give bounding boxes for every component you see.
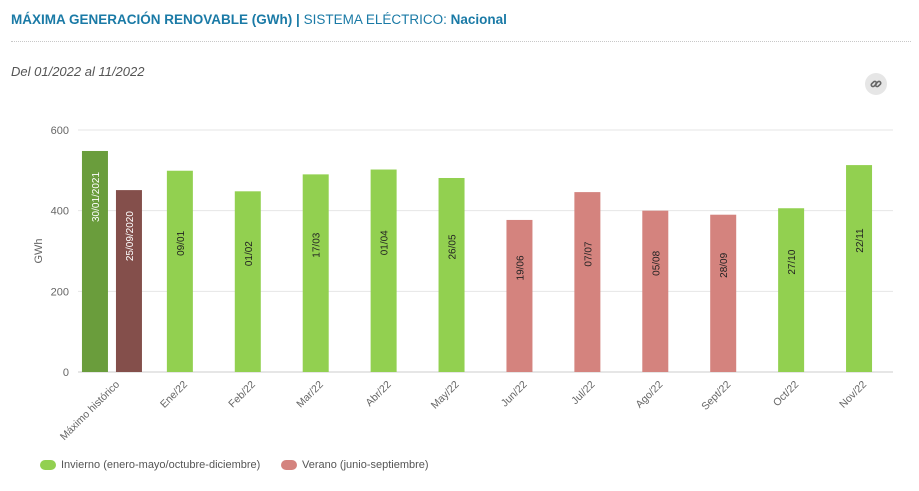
x-tick-label: Mar/22 bbox=[294, 379, 326, 411]
bar bbox=[302, 174, 329, 372]
bar bbox=[234, 191, 261, 372]
x-tick-label: Jun/22 bbox=[499, 379, 530, 410]
bar-date-label: 01/02 bbox=[244, 241, 255, 266]
bar bbox=[115, 190, 142, 372]
bar bbox=[506, 219, 533, 372]
bar-date-label: 30/01/2021 bbox=[91, 172, 102, 222]
period-text: Del 01/2022 al 11/2022 bbox=[11, 64, 145, 79]
bar-date-label: 26/05 bbox=[448, 234, 459, 259]
y-tick-label: 600 bbox=[51, 125, 69, 137]
bar-date-label: 28/09 bbox=[719, 252, 730, 277]
title-separator: | bbox=[296, 12, 300, 27]
bar bbox=[846, 165, 873, 372]
link-button[interactable] bbox=[865, 73, 887, 95]
y-axis-label: GWh bbox=[33, 238, 45, 263]
legend-item-winter[interactable]: Invierno (enero-mayo/octubre-diciembre) bbox=[40, 459, 260, 471]
y-tick-label: 200 bbox=[51, 286, 69, 298]
bar bbox=[710, 214, 737, 372]
bar bbox=[574, 192, 601, 372]
bar-date-label: 27/10 bbox=[787, 249, 798, 274]
bar-date-label: 09/01 bbox=[176, 230, 187, 255]
bar bbox=[370, 169, 397, 372]
link-icon bbox=[870, 80, 882, 88]
system-label: SISTEMA ELÉCTRICO: bbox=[303, 12, 447, 27]
x-tick-label: Sept/22 bbox=[699, 379, 733, 413]
bar-date-label: 25/09/2020 bbox=[125, 211, 136, 261]
bar-date-label: 07/07 bbox=[583, 241, 594, 266]
bar-date-label: 19/06 bbox=[515, 255, 526, 280]
bar-date-label: 22/11 bbox=[855, 228, 866, 253]
y-tick-label: 400 bbox=[51, 206, 69, 218]
x-tick-label: Feb/22 bbox=[226, 379, 258, 411]
y-tick-label: 0 bbox=[63, 367, 69, 379]
bar bbox=[438, 177, 465, 372]
header-divider bbox=[11, 41, 911, 42]
legend-item-summer[interactable]: Verano (junio-septiembre) bbox=[281, 459, 429, 471]
x-tick-label: Nov/22 bbox=[837, 379, 869, 411]
x-tick-label: Abr/22 bbox=[363, 379, 393, 409]
legend-label-winter: Invierno (enero-mayo/octubre-diciembre) bbox=[61, 459, 261, 471]
x-tick-label: May/22 bbox=[429, 379, 462, 412]
x-tick-label: Ene/22 bbox=[158, 379, 190, 411]
x-tick-label: Oct/22 bbox=[771, 379, 801, 409]
system-value[interactable]: Nacional bbox=[450, 12, 507, 27]
x-tick-label: Jul/22 bbox=[569, 379, 597, 407]
chart-title: MÁXIMA GENERACIÓN RENOVABLE (GWh) bbox=[11, 12, 293, 27]
bar-date-label: 01/04 bbox=[380, 230, 391, 255]
legend-swatch-summer bbox=[281, 460, 297, 470]
x-tick-label: Ago/22 bbox=[633, 379, 665, 411]
bar-date-label: 05/08 bbox=[651, 250, 662, 275]
legend-swatch-winter bbox=[40, 460, 56, 470]
bar bbox=[778, 208, 805, 372]
x-tick-label: Máximo histórico bbox=[58, 379, 122, 443]
bar bbox=[642, 210, 669, 372]
bar bbox=[166, 170, 193, 372]
legend-label-summer: Verano (junio-septiembre) bbox=[302, 459, 429, 471]
bar bbox=[81, 150, 108, 372]
chart-header: MÁXIMA GENERACIÓN RENOVABLE (GWh) | SIST… bbox=[11, 12, 507, 27]
bar-date-label: 17/03 bbox=[312, 232, 323, 257]
